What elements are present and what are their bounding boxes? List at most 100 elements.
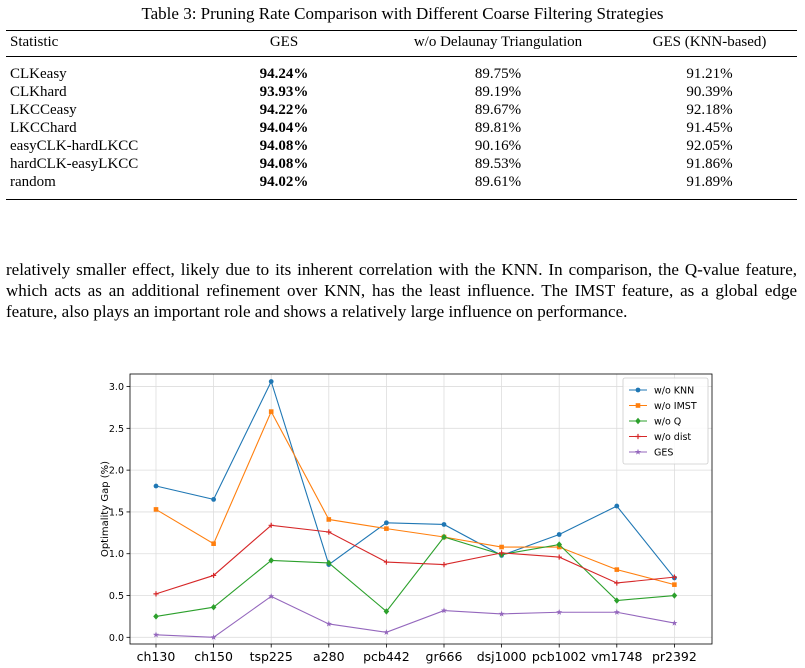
data-point [384, 526, 389, 531]
x-tick-label: a280 [313, 649, 345, 664]
data-point [268, 409, 274, 414]
legend-box [622, 377, 709, 465]
data-point [614, 580, 620, 586]
data-point [211, 496, 217, 502]
legend-label: w/o IMST [654, 401, 697, 412]
series-line-ges [155, 595, 675, 638]
data-point [383, 629, 390, 635]
data-point [498, 610, 505, 617]
legend-label: w/o dist [654, 432, 691, 443]
table-row: random 94.02% 89.61% 91.89% [6, 173, 797, 200]
series-line-w-o-knn [155, 380, 675, 579]
series-lines [152, 379, 678, 640]
data-point [268, 593, 275, 599]
data-point [211, 541, 216, 546]
table-cell: 89.67% [474, 102, 522, 118]
y-tick-label: 2.5 [109, 424, 124, 435]
data-point [499, 544, 504, 550]
table-row: hardCLK-easyLKCC 94.08% 89.53% 91.86% [6, 155, 797, 173]
data-point [613, 609, 620, 615]
legend-marker [635, 403, 641, 408]
series-line-w-o-imst [155, 410, 675, 586]
data-point [268, 522, 274, 528]
table-cell: 89.19% [474, 84, 522, 100]
table-row: LKCChard 94.04% 89.81% 91.45% [6, 119, 797, 137]
table-cell: 91.45% [686, 120, 733, 136]
data-point [325, 620, 332, 627]
y-axis-label: Optimality Gap (%) [100, 461, 111, 557]
x-tick-label: pr2392 [652, 649, 697, 664]
data-point [671, 619, 678, 626]
y-tick-label: 2.0 [109, 466, 124, 477]
table-cell: CLKeasy [10, 66, 67, 82]
table-cell: 92.18% [686, 102, 733, 118]
series-line-w-o-dist [155, 524, 675, 595]
table-cell: 89.75% [474, 66, 522, 82]
column-header: w/o Delaunay Triangulation [413, 34, 583, 50]
table-cell: 92.05% [686, 138, 733, 154]
table-cell: 94.22% [259, 102, 309, 118]
x-tick-label: gr666 [426, 649, 463, 664]
column-header: GES (KNN-based) [652, 34, 767, 50]
table-cell: 90.39% [686, 84, 733, 100]
table-cell: 89.81% [474, 120, 522, 136]
table-cell: 89.53% [474, 156, 522, 172]
table-cell: hardCLK-easyLKCC [10, 156, 139, 172]
table-row: CLKeasy 94.24% 89.75% 91.21% [6, 57, 797, 84]
y-tick-label: 3.0 [109, 382, 124, 393]
data-point [440, 607, 448, 614]
legend-label: GES [654, 448, 673, 459]
data-point [153, 483, 159, 489]
data-point [153, 507, 159, 512]
data-point [268, 379, 274, 384]
data-point [211, 572, 217, 579]
body-paragraph: relatively smaller effect, likely due to… [6, 260, 797, 321]
table-cell: 94.04% [259, 120, 309, 136]
pruning-rate-table: Statistic GES w/o Delaunay Triangulation… [6, 30, 797, 200]
table-caption: Table 3: Pruning Rate Comparison with Di… [141, 4, 664, 23]
table-cell: 91.86% [686, 156, 733, 172]
table-row: easyCLK-hardLKCC 94.08% 90.16% 92.05% [6, 137, 797, 155]
data-point [326, 517, 332, 522]
column-header: Statistic [10, 34, 59, 50]
legend-label: w/o KNN [654, 386, 694, 397]
data-point [152, 631, 160, 638]
data-point [153, 613, 159, 620]
table-cell: LKCChard [10, 120, 77, 136]
y-tick-label: 0.5 [109, 591, 124, 602]
y-tick-label: 0.0 [109, 633, 124, 644]
table-cell: 91.89% [686, 174, 733, 190]
table-cell: 94.24% [259, 66, 309, 82]
table-cell: LKCCeasy [10, 102, 77, 118]
legend-marker [635, 417, 641, 425]
data-point [671, 574, 677, 580]
data-point [441, 561, 447, 568]
data-point [556, 532, 562, 537]
table-cell: 94.02% [259, 174, 309, 190]
data-point [672, 582, 677, 587]
x-tick-label: vm1748 [591, 649, 642, 664]
grid-lines [130, 374, 712, 644]
data-point [614, 567, 620, 572]
x-tick-label: pcb442 [363, 649, 410, 664]
data-point [556, 554, 562, 560]
data-point [384, 520, 389, 526]
y-tick-label: 1.5 [109, 507, 124, 518]
x-tick-label: tsp225 [250, 649, 293, 664]
column-header: GES [269, 34, 299, 50]
x-tick-label: ch130 [137, 649, 176, 664]
data-point [153, 591, 159, 597]
table-cell: 90.16% [474, 138, 522, 154]
optimality-gap-line-chart: 0.0 0.5 1.0 1.5 2.0 2.5 3.0 ch130 ch150 tsp225 a28… [100, 373, 713, 664]
table-row: CLKhard 93.93% 89.19% 90.39% [6, 83, 797, 101]
axes: 0.0 0.5 1.0 1.5 2.0 2.5 3.0 ch130 ch150 tsp225 a28… [109, 382, 697, 664]
legend-marker [634, 448, 642, 455]
x-tick-label: ch150 [194, 649, 233, 664]
table-cell: easyCLK-hardLKCC [10, 138, 139, 154]
table-cell: random [10, 174, 56, 190]
table-cell: 91.21% [686, 66, 733, 82]
data-point [326, 529, 332, 535]
table-cell: 89.61% [474, 174, 522, 190]
x-tick-label: dsj1000 [477, 649, 527, 664]
data-point [499, 550, 505, 556]
